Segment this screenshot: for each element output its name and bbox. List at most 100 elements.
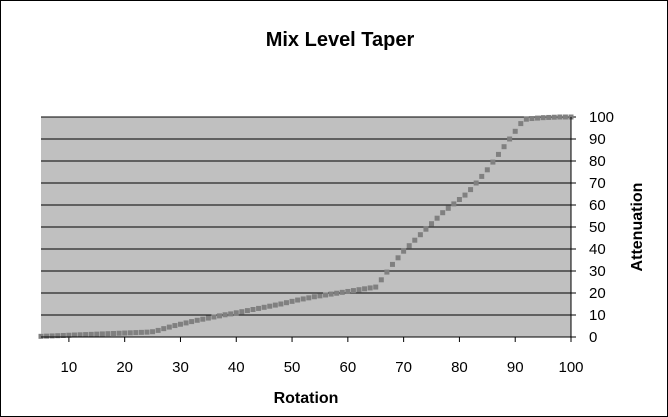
data-point <box>462 192 468 198</box>
data-point <box>451 201 457 207</box>
data-point <box>278 301 284 307</box>
data-point <box>88 331 94 337</box>
data-point <box>495 151 501 157</box>
data-point <box>423 226 429 232</box>
y-tick-label: 100 <box>589 109 614 126</box>
x-tick-label: 80 <box>451 359 468 376</box>
data-point <box>311 294 317 300</box>
data-point <box>211 314 217 320</box>
data-point <box>222 312 228 318</box>
data-point <box>116 330 122 336</box>
x-tick-label: 20 <box>116 359 133 376</box>
y-tick-label: 30 <box>589 263 606 280</box>
data-point <box>306 295 312 301</box>
data-point <box>551 114 557 120</box>
data-point <box>429 221 435 227</box>
y-tick-label: 80 <box>589 153 606 170</box>
data-point <box>200 316 206 322</box>
data-point <box>166 324 172 330</box>
y-tick-label: 20 <box>589 285 606 302</box>
data-point <box>334 290 340 296</box>
data-point <box>138 329 144 335</box>
y-tick-label: 90 <box>589 131 606 148</box>
series-markers <box>38 114 574 339</box>
data-point <box>323 292 329 298</box>
data-point <box>350 288 356 294</box>
y-axis-ticks: 0 10 20 30 40 50 60 70 80 90 100 <box>571 109 614 346</box>
x-tick-label: 10 <box>61 359 78 376</box>
data-point <box>239 309 245 315</box>
data-point <box>233 310 239 316</box>
data-point <box>434 215 440 221</box>
data-point <box>529 116 535 122</box>
data-point <box>283 300 289 306</box>
data-point <box>150 329 156 335</box>
data-point <box>144 329 150 335</box>
data-point <box>38 333 44 339</box>
data-point <box>367 285 373 291</box>
data-point <box>401 248 407 254</box>
data-point <box>317 293 323 299</box>
y-tick-label: 50 <box>589 219 606 236</box>
data-point <box>406 243 412 249</box>
data-point <box>105 331 111 337</box>
data-point <box>261 304 267 310</box>
data-point <box>111 330 117 336</box>
data-point <box>94 331 100 337</box>
y-tick-label: 60 <box>589 197 606 214</box>
data-point <box>557 114 563 120</box>
data-point <box>507 136 513 142</box>
y-axis-title: Attenuation <box>629 183 646 272</box>
chart-title: Mix Level Taper <box>266 29 415 51</box>
data-point <box>356 287 362 293</box>
data-point <box>71 332 77 338</box>
data-point <box>127 330 133 336</box>
data-point <box>244 308 250 314</box>
data-point <box>44 333 50 339</box>
data-point <box>417 232 423 238</box>
data-point <box>172 323 178 329</box>
y-tick-label: 0 <box>589 329 597 346</box>
data-point <box>289 298 295 304</box>
data-point <box>440 210 446 216</box>
data-point <box>546 114 552 120</box>
data-point <box>518 121 524 127</box>
data-point <box>256 305 262 311</box>
data-point <box>205 315 211 321</box>
data-point <box>395 255 401 261</box>
data-point <box>490 159 496 165</box>
data-point <box>345 288 351 294</box>
data-point <box>189 319 195 325</box>
data-point <box>295 297 301 303</box>
data-point <box>501 144 507 150</box>
data-point <box>133 330 139 336</box>
data-point <box>540 115 546 121</box>
data-point <box>77 332 83 338</box>
data-point <box>456 197 462 202</box>
gridlines <box>41 116 571 338</box>
data-point <box>512 128 518 134</box>
data-point <box>49 333 55 339</box>
data-point <box>250 307 256 312</box>
data-point <box>267 303 273 309</box>
data-point <box>445 205 451 211</box>
data-point <box>99 331 105 337</box>
data-point <box>412 237 418 243</box>
data-point <box>155 327 161 333</box>
x-tick-label: 70 <box>395 359 412 376</box>
data-point <box>479 173 485 179</box>
y-tick-label: 70 <box>589 175 606 192</box>
data-point <box>562 114 568 120</box>
data-point <box>535 115 541 121</box>
x-axis-title: Rotation <box>274 390 339 407</box>
data-point <box>66 332 72 338</box>
data-point <box>161 326 167 332</box>
data-point <box>339 289 345 295</box>
data-point <box>384 269 390 275</box>
data-point <box>272 302 278 308</box>
x-tick-label: 90 <box>507 359 524 376</box>
x-tick-label: 40 <box>228 359 245 376</box>
data-point <box>523 116 529 122</box>
data-point <box>468 187 474 193</box>
